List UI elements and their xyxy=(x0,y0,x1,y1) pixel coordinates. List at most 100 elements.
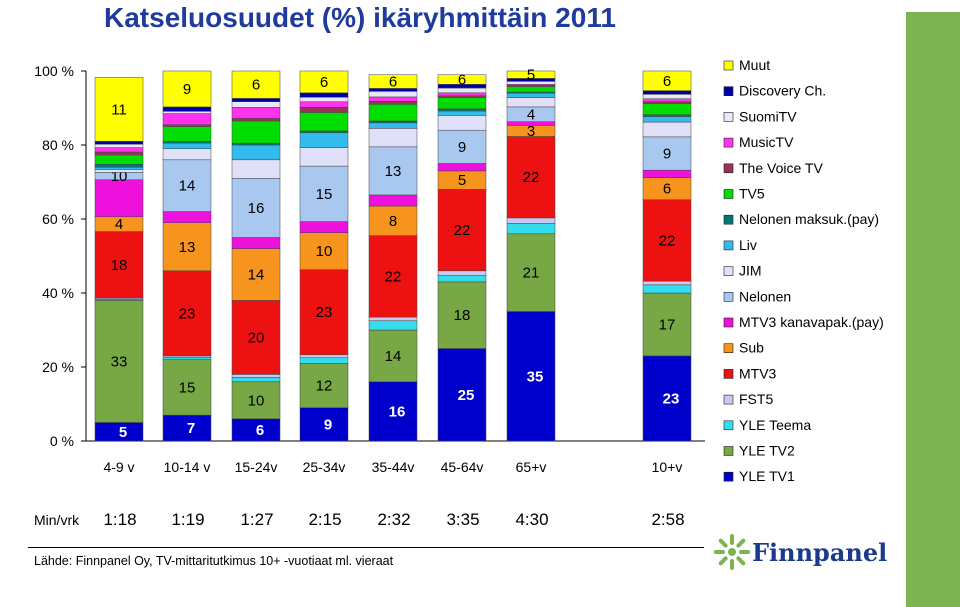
data-label: 4 xyxy=(115,216,123,233)
bar-segment xyxy=(231,144,281,161)
logo-text: Finnpanel xyxy=(752,538,888,567)
legend-label: FST5 xyxy=(739,391,773,407)
bar-segment xyxy=(94,141,144,145)
data-label: 17 xyxy=(659,316,676,333)
bar-segment xyxy=(94,151,144,156)
bar-segment xyxy=(162,270,212,357)
data-label: 23 xyxy=(179,305,196,322)
legend-label: YLE TV2 xyxy=(739,443,795,459)
data-label: 6 xyxy=(389,74,397,91)
data-label: 9 xyxy=(458,139,466,156)
bar-segment xyxy=(162,414,212,442)
bar-segment xyxy=(94,147,144,153)
x-tick-label: 25-34v xyxy=(303,459,346,475)
data-label: 22 xyxy=(659,232,676,249)
data-label: 8 xyxy=(389,213,397,230)
bar-segment xyxy=(162,222,212,272)
bar-segment xyxy=(642,103,692,115)
x-tick-label: 4-9 v xyxy=(103,459,134,475)
bar-segment xyxy=(642,114,692,117)
bar-segment xyxy=(368,128,418,148)
bar-segment xyxy=(94,166,144,170)
bar-segment xyxy=(642,116,692,123)
legend-label: Nelonen maksuk.(pay) xyxy=(739,211,879,227)
bar-segment xyxy=(299,132,349,148)
legend-label: MusicTV xyxy=(739,134,794,150)
bar-segment xyxy=(231,300,281,375)
legend-label: JIM xyxy=(739,263,762,279)
bar-segment xyxy=(231,70,281,99)
data-label: 5 xyxy=(527,67,535,84)
bar-segment xyxy=(506,97,556,108)
bar-segment xyxy=(94,179,144,218)
x-tick-label: 35-44v xyxy=(372,459,415,475)
data-label: 6 xyxy=(458,72,466,89)
bar-segment xyxy=(231,381,281,420)
bar-segment xyxy=(437,87,487,94)
data-label: 6 xyxy=(252,77,260,94)
bar-segment xyxy=(94,231,144,299)
x-tick-label: 15-24v xyxy=(235,459,278,475)
bar-segment xyxy=(162,111,212,114)
bar-segment xyxy=(437,115,487,131)
data-label: 22 xyxy=(385,268,402,285)
bar-segment xyxy=(506,311,556,442)
x-tick-label: 10+v xyxy=(652,459,683,475)
bar-segment xyxy=(162,211,212,223)
bar-segment xyxy=(299,97,349,102)
data-label: 4 xyxy=(527,106,535,123)
data-label: 6 xyxy=(256,422,264,439)
bar-segment xyxy=(437,281,487,349)
bar-segment xyxy=(437,97,487,109)
data-label: 22 xyxy=(523,169,540,186)
bar-segment xyxy=(94,154,144,165)
bar-segment xyxy=(506,70,556,79)
bar-segment xyxy=(162,142,212,149)
bar-segment xyxy=(437,110,487,116)
bar-segment xyxy=(299,130,349,134)
bar-segment xyxy=(642,199,692,282)
legend-label: SuomiTV xyxy=(739,108,797,124)
bar-segment xyxy=(506,92,556,98)
bar-segment xyxy=(94,144,144,148)
bar-segment xyxy=(368,205,418,236)
y-tick-label: 100 % xyxy=(34,63,74,79)
bar-segment xyxy=(642,136,692,171)
data-label: 35 xyxy=(527,368,544,385)
minutes-label: Min/vrk xyxy=(34,512,80,528)
y-tick-label: 80 % xyxy=(42,137,74,153)
data-label: 9 xyxy=(324,416,332,433)
bar-segment xyxy=(231,377,281,383)
minutes-value: 2:32 xyxy=(377,510,411,529)
data-label: 6 xyxy=(320,74,328,91)
bar-segment xyxy=(299,147,349,167)
bar-segment xyxy=(642,280,692,286)
finnpanel-logo-icon xyxy=(714,534,750,570)
bar-segment xyxy=(299,357,349,364)
data-label: 14 xyxy=(179,178,196,195)
legend-label: Nelonen xyxy=(739,288,791,304)
bar-segment xyxy=(642,169,692,178)
data-label: 21 xyxy=(523,265,540,282)
legend-swatch xyxy=(723,60,734,71)
bar-segment xyxy=(437,189,487,272)
bar-segment xyxy=(642,70,692,91)
data-label: 9 xyxy=(183,81,191,98)
bar-segment xyxy=(368,96,418,102)
bar-segment xyxy=(299,165,349,222)
bar-segment xyxy=(299,112,349,132)
bar-segment xyxy=(368,120,418,124)
bar-segment xyxy=(299,354,349,359)
data-label: 7 xyxy=(187,420,195,437)
bar-segment xyxy=(299,101,349,108)
bar-segment xyxy=(231,107,281,119)
minutes-value: 1:18 xyxy=(103,510,137,529)
data-label: 20 xyxy=(248,329,265,346)
bar-segment xyxy=(162,148,212,161)
bar-segment xyxy=(437,95,487,98)
data-label: 13 xyxy=(179,239,196,256)
bar-segment xyxy=(642,355,692,442)
bar-segment xyxy=(437,108,487,112)
bar-segment xyxy=(162,141,212,144)
decorative-band xyxy=(906,12,960,607)
